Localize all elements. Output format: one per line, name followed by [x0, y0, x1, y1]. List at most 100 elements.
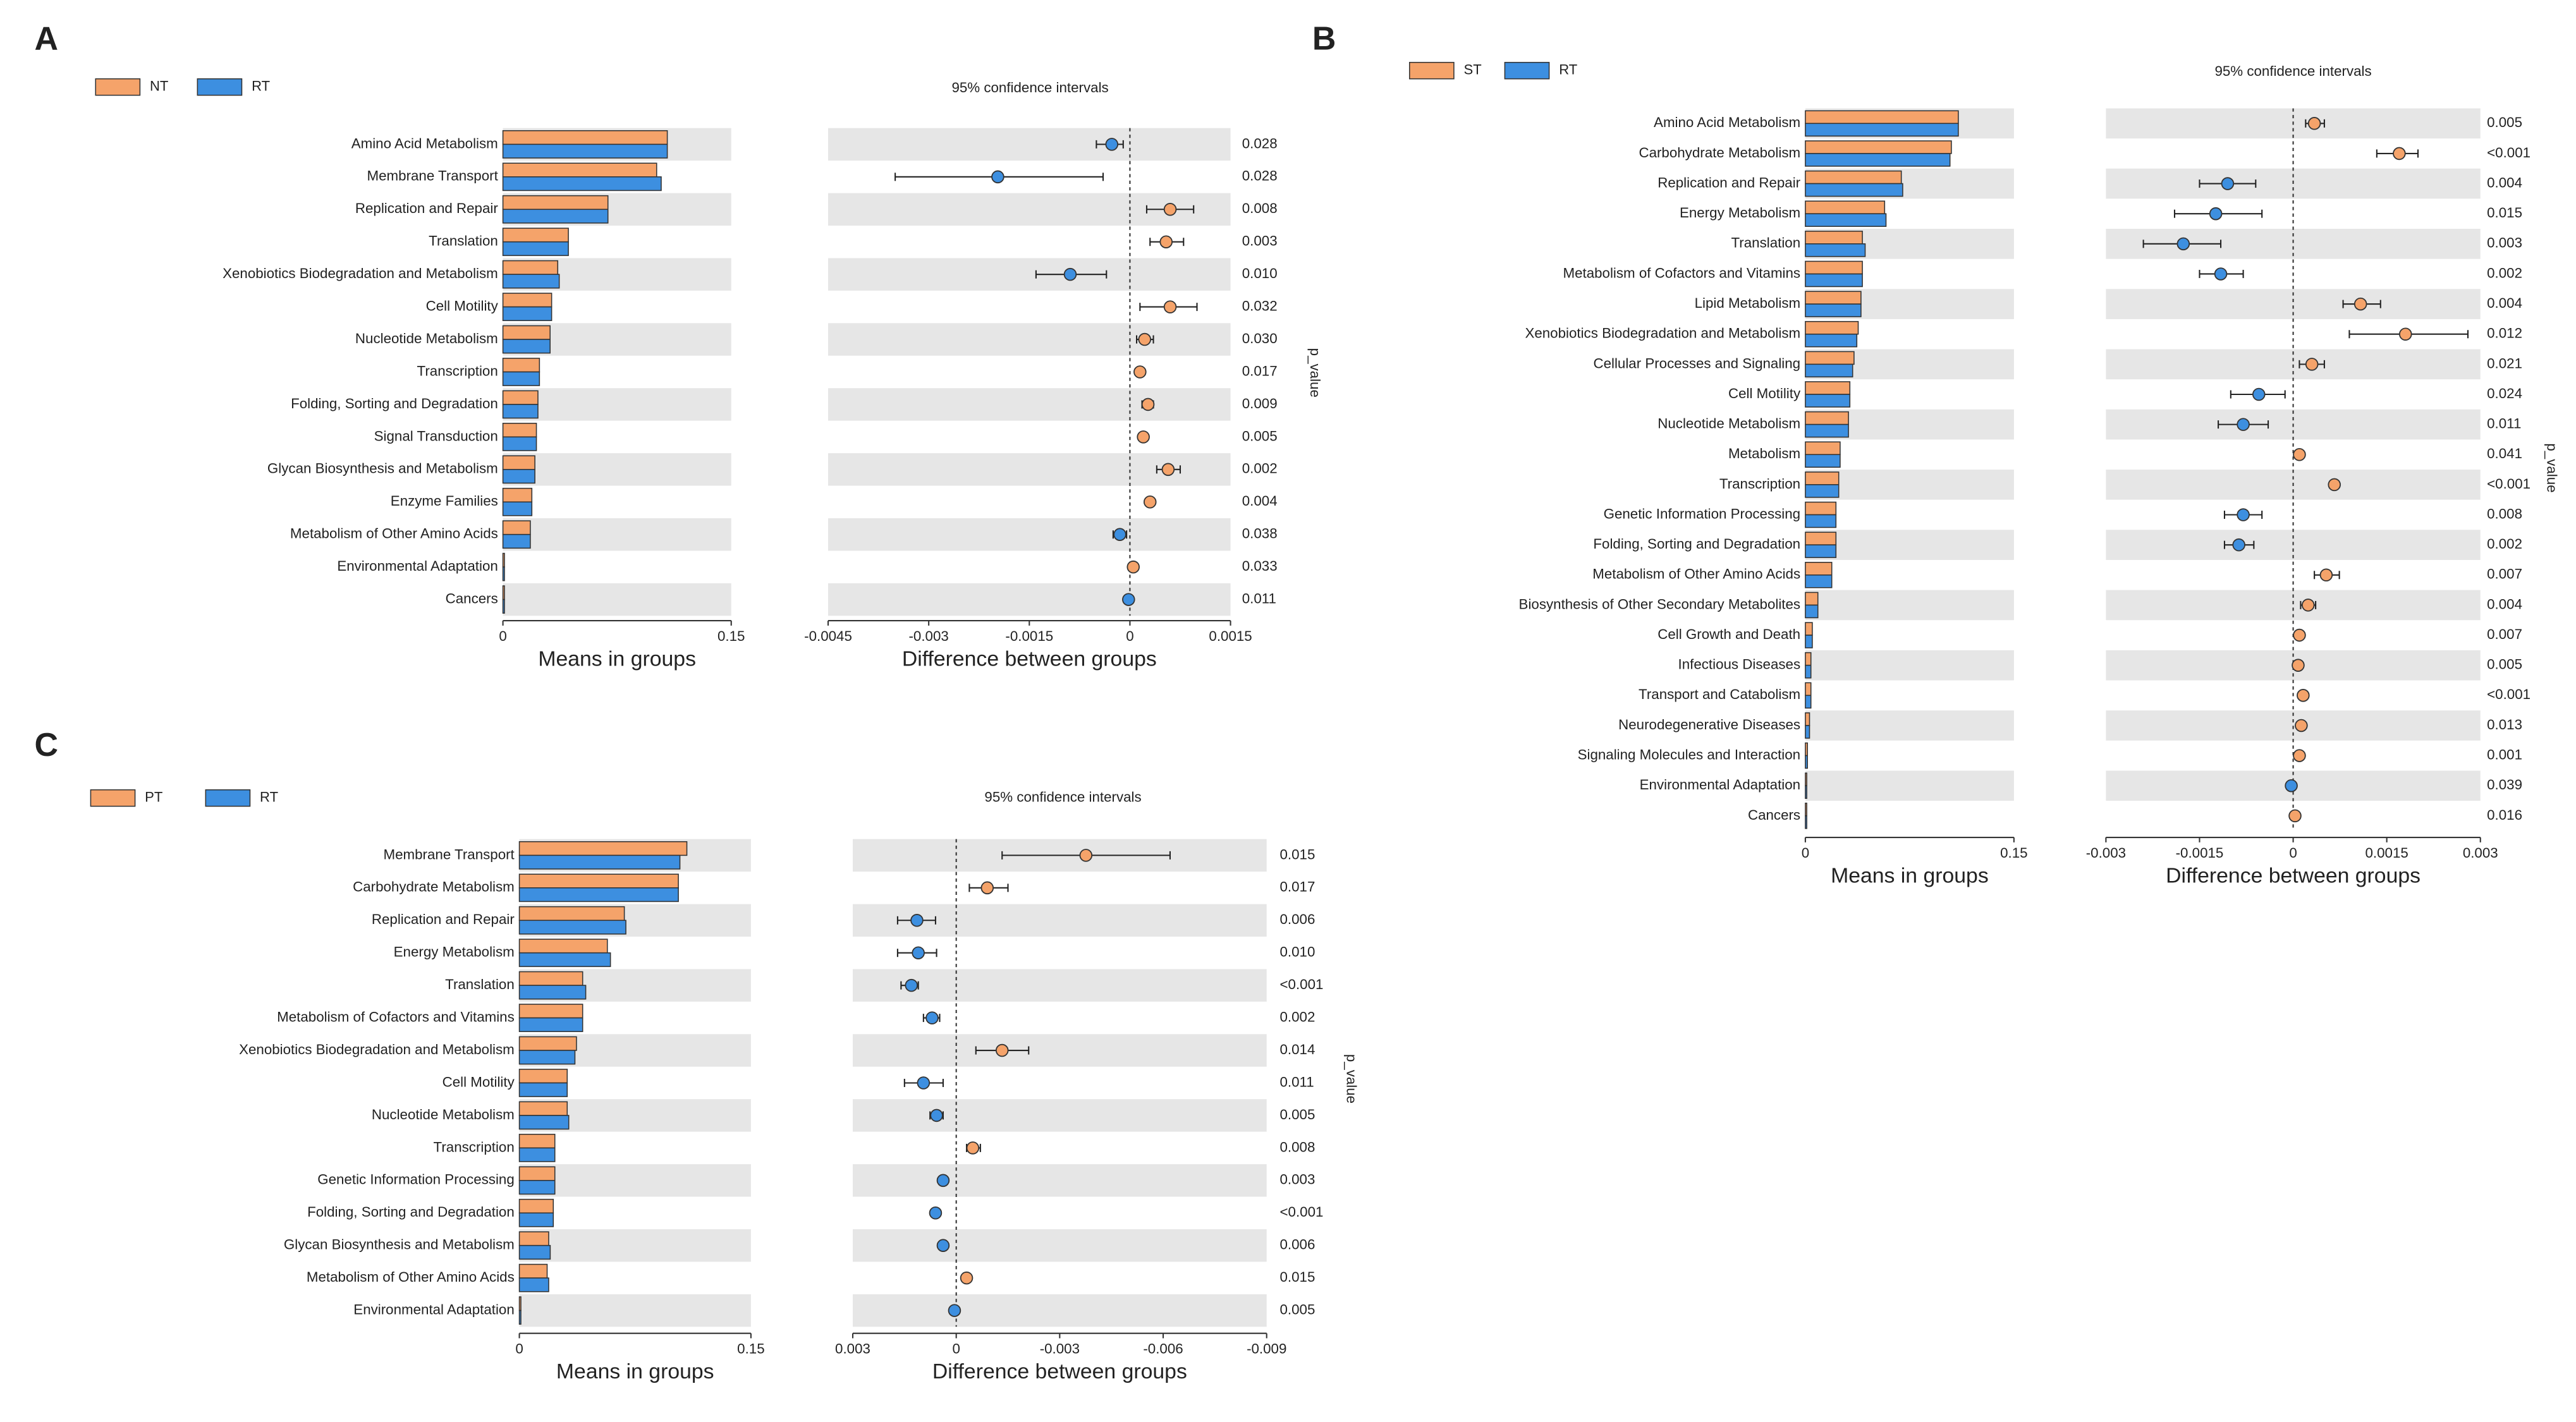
p-value: 0.008	[1242, 200, 1278, 216]
bar	[1805, 574, 1833, 588]
bar	[1805, 291, 1862, 305]
category-label: Cell Motility	[443, 1074, 515, 1090]
row-stripe	[852, 1164, 1267, 1197]
bar	[502, 176, 662, 191]
row-stripe	[828, 583, 1231, 616]
p-value: 0.030	[1242, 331, 1278, 346]
bar	[502, 422, 537, 438]
p-value: 0.006	[1280, 1237, 1315, 1253]
dot	[905, 978, 919, 992]
bar	[1805, 772, 1807, 786]
bar	[1805, 394, 1851, 408]
row-stripe	[828, 258, 1231, 291]
bar	[1805, 755, 1808, 769]
bar	[502, 585, 505, 600]
legend-label: PT	[145, 789, 162, 805]
dot	[960, 1271, 974, 1285]
dot	[1141, 398, 1155, 411]
bar	[518, 1147, 556, 1162]
x-tick-label: -0.003	[2086, 845, 2126, 861]
row-stripe	[852, 1099, 1267, 1132]
legend-label: NT	[150, 78, 168, 94]
row-stripe	[503, 388, 731, 421]
p-value: 0.006	[1280, 911, 1315, 927]
bar	[1805, 501, 1837, 516]
p-value: 0.010	[1242, 265, 1278, 281]
bar	[1805, 140, 1952, 154]
dot	[2328, 478, 2341, 492]
p-value: 0.015	[2487, 205, 2522, 221]
legend-swatch	[197, 78, 243, 96]
bar	[1805, 320, 1859, 335]
dot	[2288, 809, 2302, 823]
dot	[2399, 327, 2412, 341]
dot	[980, 881, 994, 895]
p-value: 0.033	[1242, 558, 1278, 574]
dot	[2292, 659, 2305, 672]
p-value: 0.003	[2487, 235, 2522, 251]
category-label: Transcription	[1719, 476, 1800, 492]
bar	[1805, 592, 1819, 606]
bar	[1805, 604, 1819, 619]
p-value: 0.013	[2487, 717, 2522, 732]
p-value: 0.002	[2487, 265, 2522, 281]
bar	[1805, 815, 1807, 829]
category-label: Carbohydrate Metabolism	[353, 879, 515, 895]
category-label: Energy Metabolism	[1680, 205, 1800, 221]
category-label: Cancers	[1748, 807, 1800, 823]
p-value: 0.002	[1242, 461, 1278, 477]
p-value: 0.016	[2487, 807, 2522, 823]
dot	[2214, 267, 2228, 281]
bar	[518, 1036, 577, 1051]
dot	[2293, 628, 2306, 642]
bar	[1805, 183, 1903, 197]
bar	[518, 985, 587, 1000]
bar	[1805, 423, 1849, 438]
bar	[1805, 200, 1886, 214]
ci-title: 95% confidence intervals	[951, 80, 1108, 95]
panel-label: C	[35, 727, 59, 763]
bar	[1805, 725, 1810, 739]
bar	[502, 162, 657, 178]
category-label: Replication and Repair	[372, 911, 515, 927]
bar	[502, 436, 537, 451]
p-value: 0.015	[1280, 846, 1315, 862]
dot	[948, 1304, 961, 1317]
bar	[502, 566, 505, 581]
bar	[1805, 231, 1863, 245]
bar	[518, 1231, 549, 1246]
bar	[518, 1198, 554, 1214]
bar	[502, 404, 539, 419]
category-label: Environmental Adaptation	[337, 558, 497, 574]
panel-label: A	[35, 21, 59, 58]
category-label: Nucleotide Metabolism	[372, 1107, 515, 1122]
row-stripe	[852, 1294, 1267, 1327]
p-value: <0.001	[1280, 976, 1324, 992]
category-label: Cell Motility	[426, 298, 499, 314]
panel-label: B	[1312, 21, 1336, 58]
dot	[2285, 779, 2298, 793]
dot	[2393, 147, 2406, 161]
bar	[518, 887, 679, 902]
bar	[518, 1115, 570, 1130]
x-tick-label: -0.0045	[804, 628, 852, 644]
bar	[1805, 363, 1853, 378]
dot	[936, 1239, 950, 1252]
x-tick-label: -0.003	[1040, 1341, 1080, 1357]
category-label: Infectious Diseases	[1678, 657, 1801, 672]
row-stripe	[852, 1034, 1267, 1067]
category-label: Amino Acid Metabolism	[351, 135, 498, 151]
row-stripe	[503, 453, 731, 486]
category-label: Transport and Catabolism	[1639, 686, 1800, 702]
dot	[936, 1174, 950, 1188]
p-value: 0.007	[2487, 566, 2522, 582]
dot	[1138, 332, 1152, 346]
category-label: Membrane Transport	[367, 168, 499, 184]
dot	[1143, 495, 1157, 509]
bar	[518, 1050, 576, 1065]
category-label: Cell Growth and Death	[1657, 626, 1800, 642]
bar	[1805, 471, 1840, 485]
dot	[925, 1011, 939, 1024]
dot	[1079, 849, 1093, 862]
bar	[502, 552, 505, 568]
